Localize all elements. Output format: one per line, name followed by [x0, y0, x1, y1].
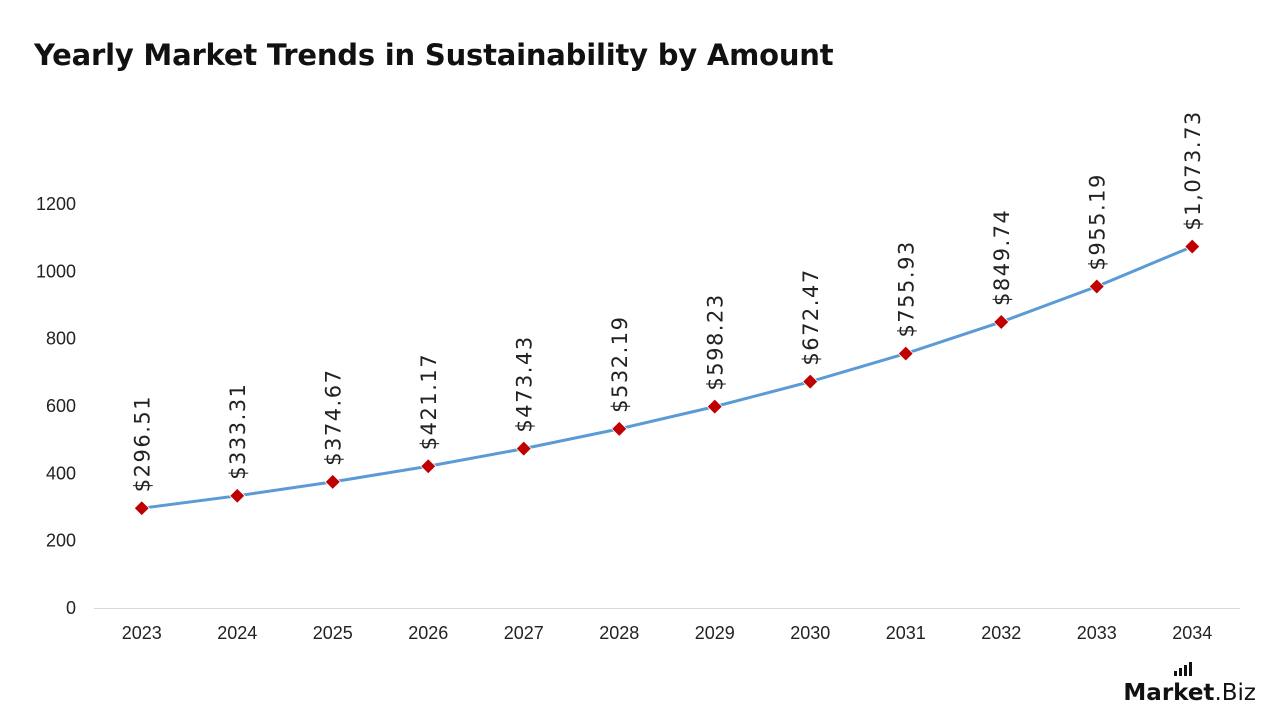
x-tick-label: 2025	[313, 623, 353, 643]
data-label: $1,073.73	[1181, 110, 1205, 230]
logo-text-main: Market	[1123, 680, 1215, 706]
x-tick-label: 2023	[122, 623, 162, 643]
marketbiz-logo: Market .Biz	[1123, 662, 1256, 706]
series-line	[141, 245, 1193, 510]
data-label: $296.51	[131, 395, 155, 492]
data-label: $672.47	[799, 268, 823, 365]
x-tick-label: 2029	[695, 623, 735, 643]
data-label: $333.31	[226, 382, 250, 479]
data-markers	[133, 238, 1201, 517]
x-tick-label: 2024	[217, 623, 257, 643]
x-tick-label: 2026	[408, 623, 448, 643]
data-point-marker	[515, 440, 532, 457]
x-tick-label: 2027	[504, 623, 544, 643]
data-point-marker	[706, 398, 723, 415]
data-label: $473.43	[513, 335, 537, 432]
data-label: $849.74	[990, 209, 1014, 306]
y-tick-label: 400	[46, 463, 76, 483]
data-point-marker	[1184, 238, 1201, 255]
x-tick-label: 2033	[1077, 623, 1117, 643]
data-label: $532.19	[608, 316, 632, 413]
x-tick-label: 2034	[1172, 623, 1212, 643]
data-label: $955.19	[1086, 173, 1110, 270]
y-tick-label: 1200	[36, 194, 76, 214]
y-tick-label: 0	[66, 598, 76, 618]
x-axis: 2023 2024 2025 2026 2027 2028 2029 2030 2031 2032…	[122, 623, 1213, 643]
y-axis: 0 200 400 600 800 1000 1200	[36, 194, 76, 618]
data-point-marker	[229, 487, 246, 504]
x-tick-label: 2028	[599, 623, 639, 643]
data-label: $598.23	[704, 293, 728, 390]
y-tick-label: 1000	[36, 261, 76, 281]
y-tick-label: 600	[46, 396, 76, 416]
logo-bars-icon	[1174, 662, 1192, 676]
data-point-marker	[802, 373, 819, 390]
y-tick-label: 800	[46, 329, 76, 349]
data-labels: $296.51 $333.31 $374.67 $421.17 $473.43 $532.…	[131, 110, 1206, 492]
data-point-marker	[133, 500, 150, 517]
data-point-marker	[420, 458, 437, 475]
data-point-marker	[897, 345, 914, 362]
data-label: $755.93	[895, 240, 919, 337]
data-point-marker	[611, 420, 628, 437]
chart-title: Yearly Market Trends in Sustainability b…	[34, 38, 834, 72]
data-label: $374.67	[322, 369, 346, 466]
y-tick-label: 200	[46, 531, 76, 551]
data-point-marker	[324, 473, 341, 490]
x-tick-label: 2032	[981, 623, 1021, 643]
x-tick-label: 2031	[886, 623, 926, 643]
x-tick-label: 2030	[790, 623, 830, 643]
data-label: $421.17	[417, 353, 441, 450]
data-point-marker	[993, 313, 1010, 331]
data-point-marker	[1088, 278, 1105, 295]
logo-text-sub: .Biz	[1214, 680, 1256, 706]
